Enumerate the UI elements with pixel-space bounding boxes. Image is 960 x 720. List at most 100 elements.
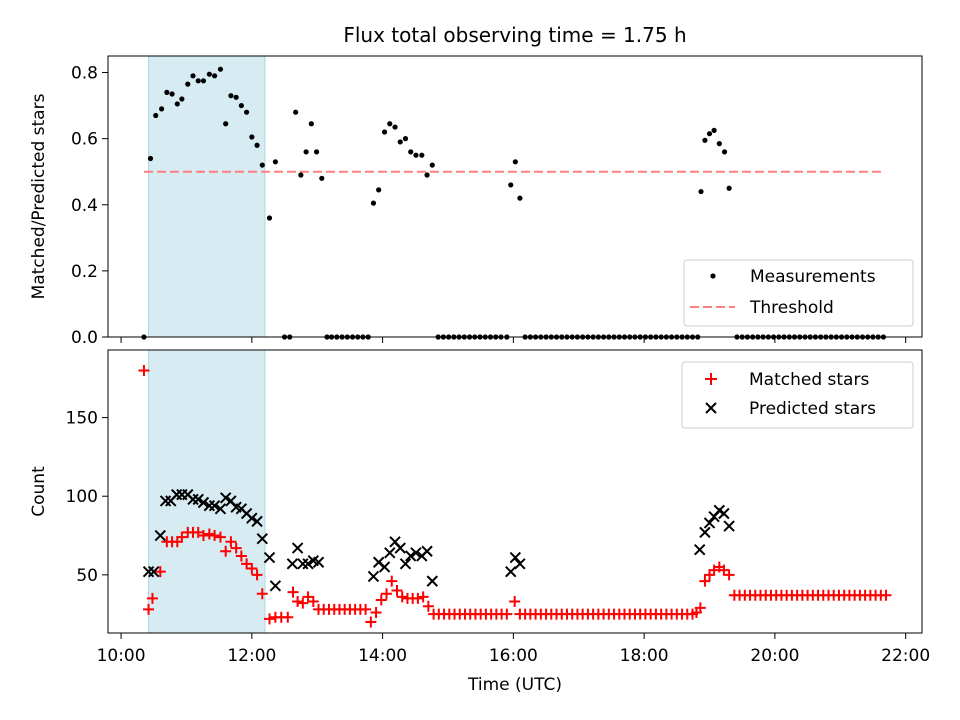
bottom-highlight-span xyxy=(148,349,266,634)
measurement-point xyxy=(259,162,265,168)
predicted-star-point xyxy=(214,503,227,515)
predicted-star-point xyxy=(187,493,199,506)
measurement-point xyxy=(397,139,403,145)
top-y-tick-label: 0.4 xyxy=(71,196,98,216)
predicted-star-point xyxy=(203,499,216,512)
matched-star-point xyxy=(391,585,403,597)
measurement-point xyxy=(508,182,514,188)
predicted-star-point xyxy=(505,565,517,578)
predicted-star-point xyxy=(159,495,172,507)
matched-star-point xyxy=(197,530,209,542)
predicted-star-point xyxy=(246,512,258,524)
predicted-star-point xyxy=(297,558,309,570)
measurement-point xyxy=(206,71,212,77)
matched-star-point xyxy=(718,564,730,576)
matched-star-point xyxy=(509,596,521,608)
measurement-point xyxy=(716,141,722,147)
matched-star-point xyxy=(246,563,258,575)
matched-star-point xyxy=(375,594,387,606)
measurement-point xyxy=(419,152,425,158)
matched-star-point xyxy=(214,531,226,543)
bot-x-tick-label: 18:00 xyxy=(620,646,669,666)
predicted-star-point xyxy=(693,543,706,556)
measurement-point xyxy=(726,185,732,191)
measurement-point xyxy=(706,131,713,137)
matched-star-point xyxy=(699,575,711,587)
measurement-point xyxy=(238,102,244,109)
top-axes-frame xyxy=(107,55,923,338)
bottom-legend: Matched stars Predicted stars xyxy=(681,361,914,429)
predicted-star-point xyxy=(509,551,522,564)
top-legend: Measurements Threshold xyxy=(683,259,914,327)
matched-star-point xyxy=(282,611,294,623)
top-legend-box xyxy=(683,259,914,327)
matched-star-point xyxy=(230,542,242,554)
measurement-point xyxy=(174,101,180,107)
measurement-point xyxy=(200,78,207,84)
legend-measurements-label: Measurements xyxy=(750,267,876,287)
matched-star-point xyxy=(412,592,424,604)
bot-x-tick-label: 16:00 xyxy=(489,646,538,666)
bot-x-tick-label: 10:00 xyxy=(97,646,146,666)
predicted-star-point xyxy=(302,558,314,570)
top-y-tick-label: 0.8 xyxy=(71,64,98,84)
measurement-point xyxy=(711,127,717,133)
predicted-star-point xyxy=(251,515,263,528)
measurement-point xyxy=(179,96,185,102)
matched-star-point xyxy=(292,596,304,608)
measurement-point xyxy=(303,149,309,155)
top-y-axis-label: Matched/Predicted stars xyxy=(29,93,49,299)
chart-title: Flux total observing time = 1.75 h xyxy=(343,23,686,47)
bot-x-tick-label: 14:00 xyxy=(358,646,407,666)
legend-matched-marker xyxy=(705,373,717,385)
measurement-point xyxy=(185,81,191,87)
matched-star-point xyxy=(209,530,221,542)
matched-star-point xyxy=(263,613,275,625)
predicted-star-point xyxy=(703,517,716,529)
legend-predicted-marker xyxy=(705,402,717,414)
legend-predicted-label: Predicted stars xyxy=(749,399,876,419)
measurement-point xyxy=(429,162,435,168)
measurement-point xyxy=(319,175,325,181)
bot-y-tick-label: 100 xyxy=(66,487,98,507)
measurement-point xyxy=(698,188,704,195)
measurement-point xyxy=(413,152,419,158)
top-y-tick-label: 0.2 xyxy=(71,262,98,282)
predicted-star-point xyxy=(148,565,160,578)
x-axis-label: Time (UTC) xyxy=(467,675,562,695)
predicted-star-point xyxy=(269,580,282,592)
predicted-star-point xyxy=(197,496,210,509)
matched-star-point xyxy=(307,596,319,608)
measurement-point xyxy=(424,172,430,178)
predicted-star-point xyxy=(394,542,406,554)
predicted-star-point xyxy=(291,542,304,554)
top-panel: 0.00.20.40.60.8 Matched/Predicted stars … xyxy=(29,55,923,348)
predicted-star-point xyxy=(514,558,526,570)
matched-star-point xyxy=(501,608,513,620)
matched-star-point xyxy=(302,591,314,603)
measurement-point xyxy=(381,129,388,135)
bot-x-tick-label: 20:00 xyxy=(750,646,799,666)
matched-star-point xyxy=(723,569,735,581)
matched-star-point xyxy=(880,589,892,601)
legend-threshold-label: Threshold xyxy=(749,298,834,318)
legend-matched-label: Matched stars xyxy=(749,370,869,390)
predicted-stars-points xyxy=(142,488,735,592)
matched-star-point xyxy=(220,545,232,557)
matched-star-point xyxy=(154,566,166,578)
predicted-star-point xyxy=(384,547,396,559)
measurement-point xyxy=(517,195,523,201)
measurement-point xyxy=(190,73,196,79)
predicted-star-point xyxy=(286,558,299,570)
bottom-axes-frame xyxy=(107,349,923,634)
predicted-star-point xyxy=(699,526,711,539)
predicted-star-point xyxy=(718,507,730,520)
measurement-point xyxy=(702,137,708,143)
measurement-point xyxy=(195,78,201,84)
predicted-star-point xyxy=(192,493,204,506)
predicted-star-point xyxy=(219,492,232,504)
bot-x-tick-label: 22:00 xyxy=(881,646,930,666)
matched-star-point xyxy=(396,591,408,603)
bot-y-tick-label: 50 xyxy=(76,566,98,586)
